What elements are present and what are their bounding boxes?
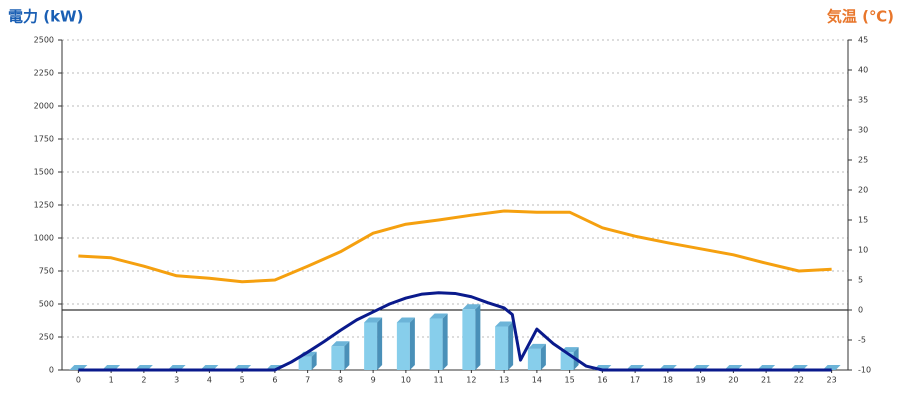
bar	[429, 318, 443, 370]
bar	[396, 322, 410, 370]
bar	[527, 348, 541, 370]
x-tick-label: 19	[696, 376, 706, 385]
bar-side	[475, 304, 481, 370]
line	[78, 291, 832, 372]
bar-top	[462, 304, 481, 310]
x-tick-label: 16	[597, 376, 607, 385]
bar	[495, 326, 509, 370]
x-tick-label: 7	[305, 376, 310, 385]
y2-tick-label: 15	[858, 216, 868, 225]
x-tick-label: 23	[827, 376, 837, 385]
x-tick-label: 11	[434, 376, 444, 385]
bar-side	[377, 317, 383, 370]
x-tick-label: 9	[371, 376, 376, 385]
x-tick-label: 17	[630, 376, 640, 385]
y-tick-label: 2000	[34, 102, 54, 111]
x-tick-label: 3	[174, 376, 179, 385]
bar-top	[364, 317, 383, 323]
y2-tick-label: -5	[858, 336, 866, 345]
bar-top	[396, 317, 415, 323]
y2-tick-label: 10	[858, 246, 868, 255]
bar-top	[429, 313, 448, 319]
x-tick-label: 13	[499, 376, 509, 385]
bar-side	[508, 321, 514, 370]
x-tick-label: 2	[141, 376, 146, 385]
x-tick-label: 20	[728, 376, 738, 385]
y-tick-label: 0	[49, 366, 54, 375]
line	[78, 209, 832, 284]
y2-tick-label: 45	[858, 36, 868, 45]
y2-tick-label: 25	[858, 156, 868, 165]
y2-tick-label: 0	[858, 306, 863, 315]
y-tick-label: 2250	[34, 69, 54, 78]
bar-side	[409, 317, 415, 370]
x-tick-label: 1	[109, 376, 114, 385]
y-tick-label: 1000	[34, 234, 54, 243]
x-tick-label: 15	[565, 376, 575, 385]
y-tick-label: 2500	[34, 36, 54, 45]
bar-top	[527, 343, 546, 349]
bar-side	[540, 343, 546, 370]
y-tick-label: 500	[39, 300, 54, 309]
x-tick-label: 0	[76, 376, 81, 385]
x-tick-label: 4	[207, 376, 212, 385]
bar	[364, 322, 378, 370]
y2-tick-label: 30	[858, 126, 868, 135]
x-tick-label: 22	[794, 376, 804, 385]
bar	[331, 346, 345, 370]
y-tick-label: 250	[39, 333, 54, 342]
bar-side	[311, 351, 317, 370]
y2-axis-title: 気温 (℃)	[827, 8, 894, 26]
y-axis-title: 電力 (kW)	[8, 8, 83, 26]
bar-side	[442, 313, 448, 370]
x-tick-label: 10	[401, 376, 411, 385]
x-tick-label: 18	[663, 376, 673, 385]
y-tick-label: 1500	[34, 168, 54, 177]
x-tick-label: 6	[272, 376, 277, 385]
bar-top	[331, 341, 350, 347]
x-tick-label: 14	[532, 376, 542, 385]
bar-top	[495, 321, 514, 327]
x-tick-label: 8	[338, 376, 343, 385]
y-tick-label: 750	[39, 267, 54, 276]
bar	[298, 356, 312, 370]
y2-tick-label: 20	[858, 186, 868, 195]
y-tick-label: 1750	[34, 135, 54, 144]
x-tick-label: 12	[466, 376, 476, 385]
y2-tick-label: 40	[858, 66, 868, 75]
y2-tick-label: -10	[858, 366, 871, 375]
bar	[462, 309, 476, 370]
y2-tick-label: 5	[858, 276, 863, 285]
bar-side	[344, 341, 350, 370]
y-tick-label: 1250	[34, 201, 54, 210]
x-tick-label: 21	[761, 376, 771, 385]
y2-tick-label: 35	[858, 96, 868, 105]
x-tick-label: 5	[240, 376, 245, 385]
